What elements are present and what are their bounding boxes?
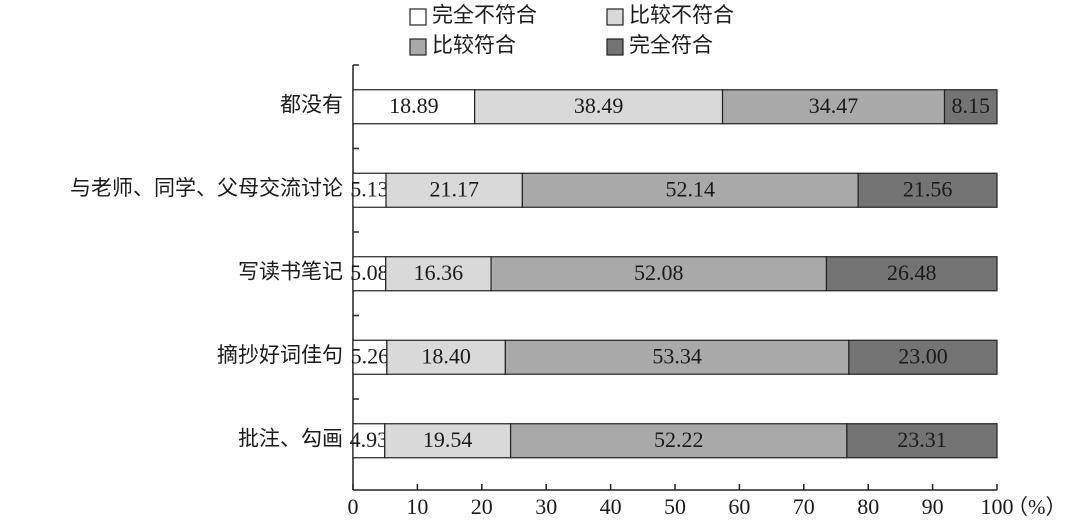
y-tick-label: 摘抄好词佳句	[217, 343, 343, 367]
legend-swatch	[409, 8, 427, 26]
x-tick-label: 70	[793, 494, 815, 519]
x-tick-label: 80	[857, 494, 879, 519]
value-label: 19.54	[423, 427, 473, 452]
x-tick-label: 100	[981, 494, 1014, 519]
bar-segment	[509, 423, 848, 459]
x-tick-label: 90	[922, 494, 944, 519]
y-tick-label: 批注、勾画	[238, 427, 343, 451]
legend-swatch	[606, 38, 624, 56]
x-tick-label: 40	[600, 494, 622, 519]
value-label: 52.22	[654, 427, 704, 452]
y-tick-label: 写读书笔记	[238, 260, 343, 284]
legend-label: 比较不符合	[629, 3, 734, 27]
value-label: 18.89	[389, 93, 439, 118]
bar-segment	[385, 172, 523, 208]
value-label: 53.34	[652, 343, 702, 368]
value-label: 5.08	[350, 260, 389, 285]
value-label: 4.93	[350, 427, 389, 452]
x-tick-label: 30	[535, 494, 557, 519]
bar-segment	[386, 339, 506, 375]
x-tick-label: 20	[471, 494, 493, 519]
bar-segment	[352, 423, 386, 459]
y-tick-label: 都没有	[280, 93, 343, 117]
x-tick-label: 10	[406, 494, 428, 519]
bar-segment	[352, 256, 387, 292]
bar-segment	[385, 256, 492, 292]
value-label: 52.08	[634, 260, 684, 285]
value-label: 26.48	[887, 260, 937, 285]
x-axis-label: （%）	[1007, 495, 1067, 519]
bar-segment	[846, 423, 998, 459]
legend-label: 完全符合	[629, 33, 713, 57]
bar-segment	[490, 256, 828, 292]
legend-label: 比较符合	[432, 33, 516, 57]
value-label: 8.15	[952, 93, 991, 118]
bar-segment	[857, 172, 998, 208]
bar-segment	[721, 89, 946, 125]
x-tick-label: 50	[664, 494, 686, 519]
legend-swatch	[606, 8, 624, 26]
value-label: 23.00	[898, 343, 948, 368]
legend-swatch	[409, 38, 427, 56]
bar-segment	[848, 339, 998, 375]
bar-segment	[352, 339, 388, 375]
bar-segment	[825, 256, 998, 292]
bar-segment	[504, 339, 850, 375]
x-tick-label: 60	[728, 494, 750, 519]
value-label: 21.17	[429, 176, 479, 201]
value-label: 18.40	[421, 343, 471, 368]
value-label: 16.36	[414, 260, 464, 285]
value-label: 38.49	[574, 93, 624, 118]
bar-segment	[943, 89, 998, 125]
value-label: 34.47	[809, 93, 859, 118]
legend-label: 完全不符合	[432, 3, 537, 27]
value-label: 23.31	[897, 427, 947, 452]
value-label: 21.56	[903, 176, 953, 201]
value-label: 52.14	[666, 176, 716, 201]
value-label: 5.13	[350, 176, 389, 201]
x-tick-label: 0	[348, 494, 359, 519]
y-tick-label: 与老师、同学、父母交流讨论	[70, 176, 343, 200]
value-label: 5.26	[351, 343, 390, 368]
bar-segment	[352, 172, 387, 208]
